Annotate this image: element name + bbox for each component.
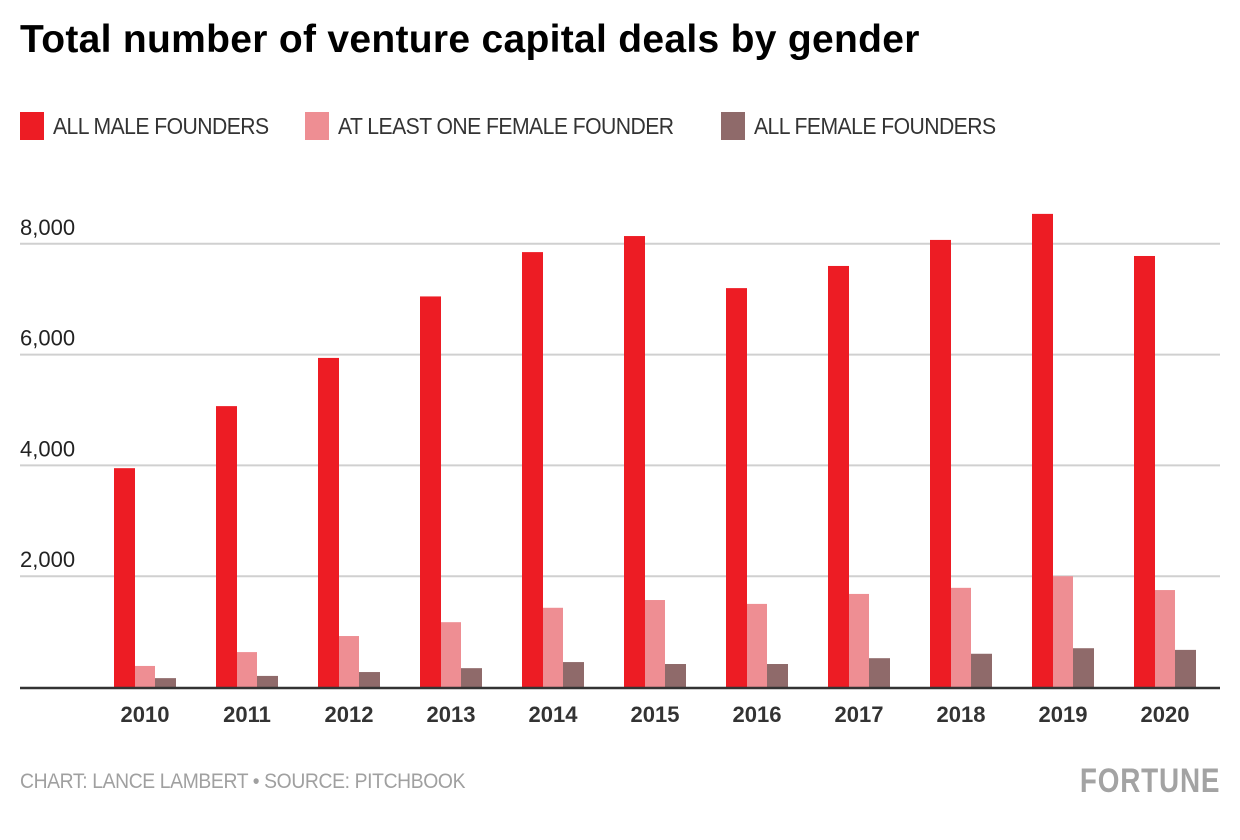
bar-at-least-one-female-founder-2011 (237, 652, 257, 687)
x-tick-label: 2020 (1141, 702, 1190, 727)
legend-label-at-least-one-female: AT LEAST ONE FEMALE FOUNDER (338, 112, 674, 139)
x-tick-label: 2010 (121, 702, 170, 727)
x-axis-ticks: 2010 2011 2012 2013 2014 2015 2016 2017 2018 2019… (121, 702, 1190, 727)
x-tick-label: 2018 (937, 702, 986, 727)
bar-all-male-founders-2014 (522, 252, 543, 688)
bar-all-female-founders-2012 (359, 672, 380, 687)
chart-credit: CHART: LANCE LAMBERT • SOURCE: PITCHBOOK (20, 770, 466, 793)
bar-all-female-founders-2011 (257, 675, 278, 687)
bar-all-female-founders-2014 (563, 662, 584, 687)
y-axis-ticks: 2,000 4,000 6,000 8,000 (20, 215, 75, 572)
y-tick-label: 6,000 (20, 326, 75, 351)
bar-all-female-founders-2015 (665, 664, 686, 687)
x-tick-label: 2015 (631, 702, 680, 727)
bar-at-least-one-female-founder-2015 (645, 600, 665, 687)
bar-at-least-one-female-founder-2013 (441, 622, 461, 687)
y-tick-label: 2,000 (20, 547, 75, 572)
bar-all-male-founders-2011 (216, 406, 237, 687)
y-tick-label: 8,000 (20, 215, 75, 240)
legend-item-all-male: ALL MALE FOUNDERS (20, 112, 287, 140)
y-tick-label: 4,000 (20, 436, 75, 461)
legend-swatch-at-least-one-female (305, 112, 330, 140)
x-tick-label: 2013 (427, 702, 476, 727)
bar-all-male-founders-2013 (420, 296, 441, 687)
bar-all-female-founders-2017 (869, 658, 890, 687)
fortune-logo: FORTUNE (1079, 762, 1220, 800)
bar-all-male-founders-2015 (624, 236, 645, 687)
x-tick-label: 2019 (1039, 702, 1088, 727)
bars (114, 213, 1196, 688)
x-tick-label: 2014 (529, 702, 579, 727)
bar-at-least-one-female-founder-2020 (1155, 590, 1175, 687)
legend-item-at-least-one-female: AT LEAST ONE FEMALE FOUNDER (305, 112, 703, 140)
legend-swatch-all-male (20, 112, 44, 140)
bar-all-male-founders-2016 (726, 288, 747, 687)
bar-at-least-one-female-founder-2016 (747, 603, 767, 687)
x-tick-label: 2012 (325, 702, 374, 727)
bar-all-male-founders-2018 (930, 239, 951, 687)
x-tick-label: 2011 (223, 702, 271, 727)
x-tick-label: 2016 (733, 702, 782, 727)
bar-at-least-one-female-founder-2019 (1053, 576, 1073, 687)
bar-all-female-founders-2013 (461, 668, 482, 687)
bar-all-male-founders-2019 (1032, 213, 1053, 687)
bar-all-female-founders-2020 (1175, 649, 1196, 687)
bar-all-male-founders-2020 (1134, 255, 1155, 687)
bar-all-female-founders-2016 (767, 664, 788, 687)
bar-all-female-founders-2019 (1073, 648, 1094, 687)
bar-all-male-founders-2017 (828, 265, 849, 687)
legend-item-all-female: ALL FEMALE FOUNDERS (721, 112, 1017, 140)
legend-swatch-all-female (721, 112, 746, 140)
legend-label-all-male: ALL MALE FOUNDERS (53, 112, 269, 139)
legend: ALL MALE FOUNDERS AT LEAST ONE FEMALE FO… (20, 112, 1035, 140)
x-tick-label: 2017 (835, 702, 884, 727)
bar-at-least-one-female-founder-2012 (339, 636, 359, 687)
bar-all-male-founders-2012 (318, 357, 339, 687)
bar-all-female-founders-2010 (155, 678, 176, 687)
chart-title: Total number of venture capital deals by… (20, 18, 920, 61)
legend-label-all-female: ALL FEMALE FOUNDERS (754, 112, 996, 139)
bar-at-least-one-female-founder-2017 (849, 593, 869, 687)
bar-all-female-founders-2018 (971, 653, 992, 687)
bar-at-least-one-female-founder-2010 (135, 665, 155, 687)
bar-at-least-one-female-founder-2018 (951, 587, 971, 687)
bar-all-male-founders-2010 (114, 468, 135, 687)
bar-at-least-one-female-founder-2014 (543, 607, 563, 687)
